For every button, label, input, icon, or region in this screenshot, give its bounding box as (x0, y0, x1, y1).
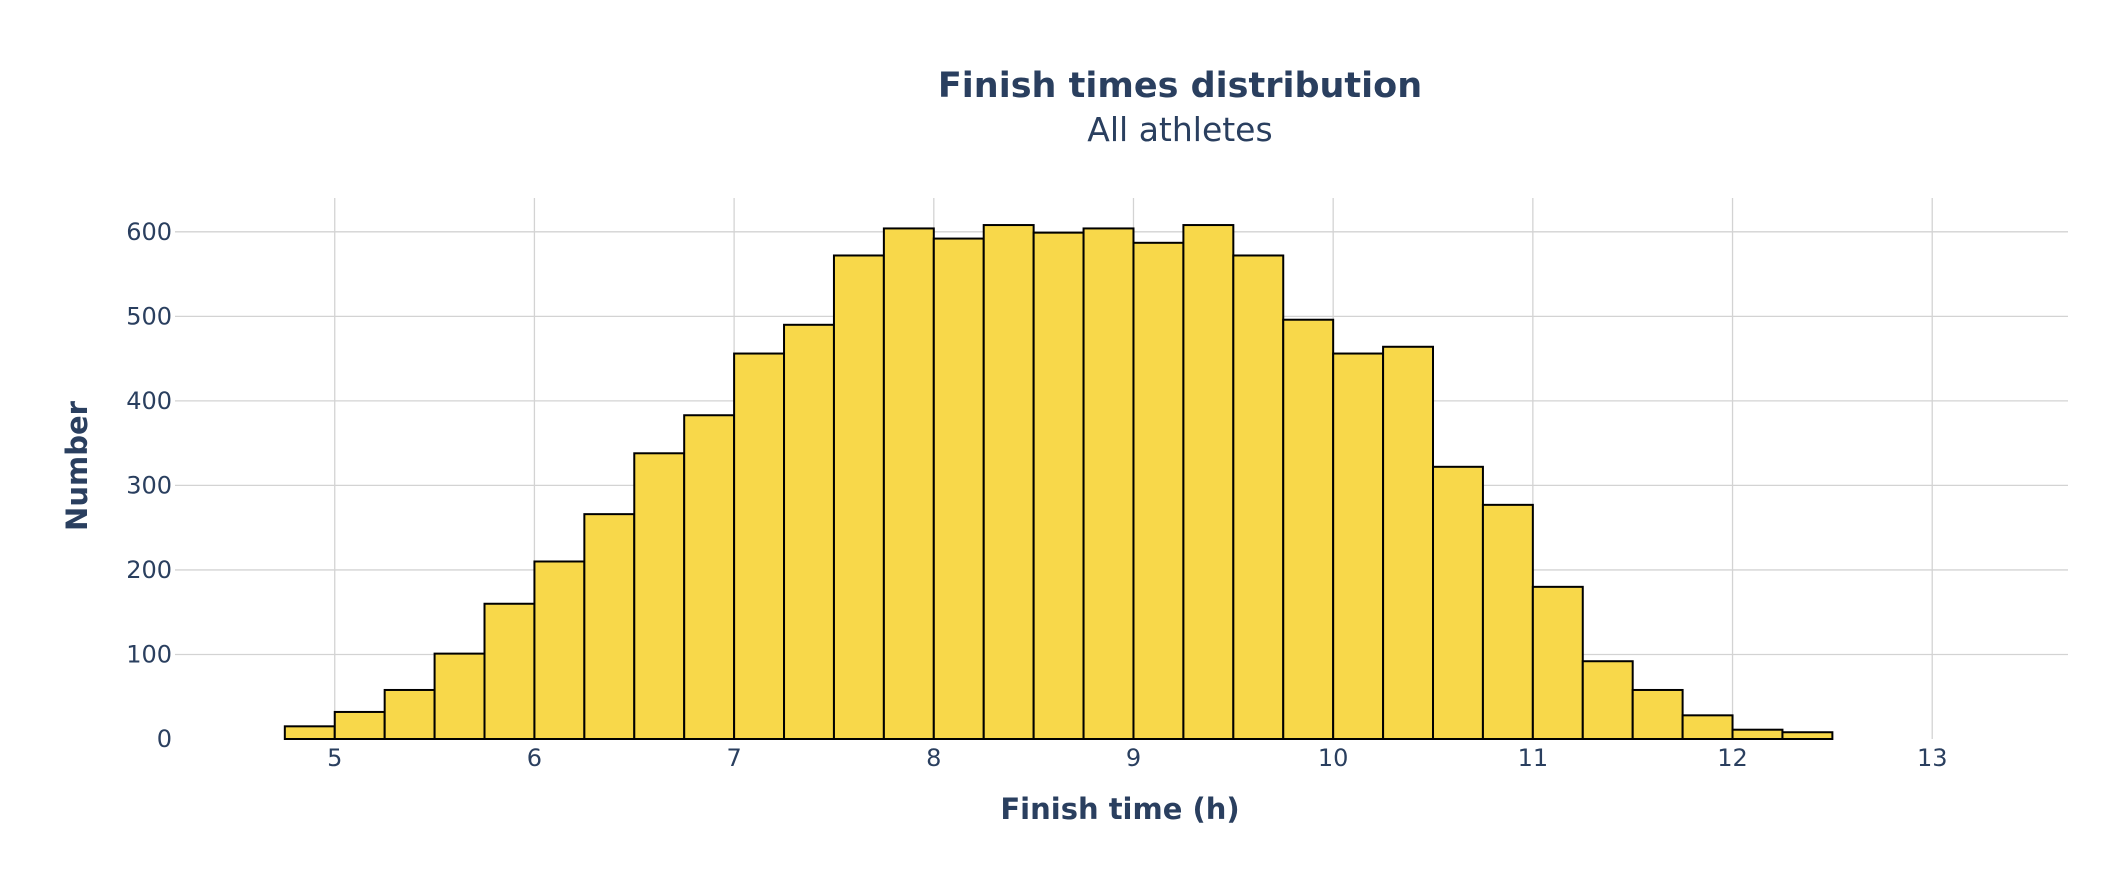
histogram-bar (1232, 254, 1285, 740)
y-tick-label: 100 (126, 640, 172, 668)
histogram-bar (1382, 345, 1435, 740)
y-tick-label: 500 (126, 302, 172, 330)
histogram-bar (733, 352, 786, 740)
histogram-bar (483, 602, 536, 740)
x-tick-label: 5 (327, 744, 342, 772)
y-axis-title: Number (60, 400, 94, 531)
chart-title: Finish times distribution (938, 66, 1422, 106)
histogram-bar (1182, 224, 1235, 741)
histogram-bar (283, 725, 336, 740)
histogram-bar (533, 560, 586, 740)
y-tick-label: 300 (126, 471, 172, 499)
histogram-bar (683, 414, 736, 740)
histogram-bar (633, 452, 686, 740)
y-tick-labels: 0 100 200 300 400 500 600 (126, 218, 172, 753)
x-tick-labels: 5 6 7 8 9 10 11 12 13 (327, 744, 1947, 772)
y-tick-label: 400 (126, 387, 172, 415)
x-tick-label: 8 (926, 744, 941, 772)
histogram-bar (1631, 688, 1684, 740)
histogram-bar (882, 227, 935, 740)
histogram-bar (433, 652, 486, 740)
x-tick-label: 9 (1126, 744, 1141, 772)
x-tick-label: 6 (527, 744, 542, 772)
histogram-bar (1132, 241, 1185, 740)
histogram-bar (982, 224, 1035, 741)
histogram-bar (1581, 660, 1634, 741)
histogram-bar (1332, 352, 1385, 740)
x-tick-label: 11 (1518, 744, 1549, 772)
x-axis-title: Finish time (h) (1000, 792, 1239, 826)
histogram-bar (783, 323, 835, 740)
chart-subtitle: All athletes (1087, 110, 1272, 149)
y-tick-label: 200 (126, 556, 172, 584)
bars (283, 224, 1834, 741)
x-tick-label: 7 (726, 744, 741, 772)
histogram-bar (333, 710, 386, 741)
histogram-bar (1781, 731, 1834, 740)
histogram-bar (1432, 465, 1484, 740)
x-tick-label: 12 (1717, 744, 1748, 772)
x-tick-label: 10 (1318, 744, 1349, 772)
histogram-bar (1481, 503, 1534, 741)
histogram-bar (583, 513, 636, 740)
histogram-bar (1282, 318, 1335, 740)
histogram-bar (832, 254, 885, 740)
x-tick-label: 13 (1917, 744, 1948, 772)
histogram-bar (1731, 728, 1784, 740)
histogram-bar (383, 688, 436, 740)
histogram-bar (1082, 227, 1135, 740)
histogram-bar (932, 237, 985, 740)
histogram-bar (1531, 585, 1584, 740)
y-tick-label: 600 (126, 218, 172, 246)
histogram-bar (1032, 231, 1085, 740)
y-tick-label: 0 (157, 725, 172, 753)
histogram-bar (1681, 714, 1734, 740)
